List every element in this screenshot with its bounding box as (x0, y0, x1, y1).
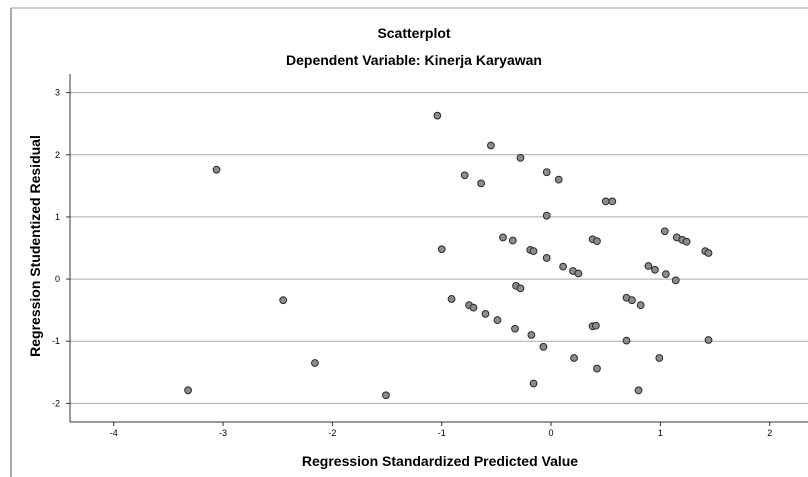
gridlines (70, 92, 808, 404)
data-point (542, 254, 551, 262)
data-point (477, 179, 485, 188)
data-point (601, 197, 610, 206)
data-point (516, 284, 525, 293)
data-point (487, 141, 495, 150)
data-point (279, 296, 288, 305)
data-point (382, 391, 390, 400)
y-tick-label: 3 (55, 88, 60, 98)
data-point (529, 247, 538, 256)
data-point (574, 269, 583, 278)
data-point (212, 165, 221, 174)
data-point (516, 153, 525, 162)
data-point (628, 296, 636, 305)
data-point (311, 359, 319, 367)
data-point (527, 331, 536, 339)
y-tick-label: 0 (55, 274, 60, 284)
x-tick-label: 1 (658, 428, 663, 438)
y-tick-label: -2 (52, 398, 60, 408)
data-point (481, 309, 490, 318)
data-point (499, 233, 507, 242)
data-point (559, 262, 567, 271)
y-tick-label: 2 (55, 150, 60, 160)
data-point (593, 237, 601, 246)
data-point (460, 171, 469, 180)
data-point (593, 364, 601, 373)
x-axis-ticks: -4 -3 -2 -1 0 1 2 (110, 422, 772, 438)
data-point (660, 227, 669, 236)
data-point (570, 354, 578, 362)
y-tick-label: -1 (52, 336, 60, 346)
y-tick-label: 1 (55, 212, 60, 222)
data-point (529, 379, 538, 388)
data-points (184, 111, 713, 400)
data-point (622, 336, 631, 345)
data-point (447, 295, 456, 303)
data-point (634, 386, 643, 395)
data-point (661, 270, 670, 279)
data-point (655, 354, 664, 362)
data-point (542, 168, 551, 177)
data-point (704, 336, 713, 344)
data-point (469, 303, 478, 312)
chart-title: Scatterplot (377, 25, 450, 41)
x-tick-label: -1 (438, 428, 446, 438)
data-point (704, 249, 713, 257)
data-point (591, 321, 600, 330)
data-point (671, 276, 680, 285)
data-point (542, 211, 551, 220)
x-tick-label: 2 (767, 428, 772, 438)
chart-subtitle: Dependent Variable: Kinerja Karyawan (286, 52, 542, 68)
data-point (636, 301, 645, 310)
data-point (539, 342, 548, 351)
data-point (554, 175, 563, 184)
x-tick-label: -2 (328, 428, 336, 438)
data-point (437, 245, 446, 254)
data-point (508, 236, 517, 245)
x-tick-label: -4 (110, 428, 118, 438)
data-point (433, 111, 442, 120)
data-point (493, 316, 502, 324)
data-point (651, 265, 659, 274)
data-point (184, 386, 192, 395)
x-tick-label: -3 (219, 428, 227, 438)
data-point (682, 237, 691, 246)
data-point (511, 324, 519, 333)
y-axis-ticks: -2 -1 0 1 2 3 (52, 88, 70, 408)
data-point (644, 262, 653, 270)
y-axis-label: Regression Studentized Residual (27, 135, 43, 357)
x-axis-label: Regression Standardized Predicted Value (302, 453, 578, 469)
data-point (608, 197, 617, 206)
x-tick-label: 0 (549, 428, 554, 438)
